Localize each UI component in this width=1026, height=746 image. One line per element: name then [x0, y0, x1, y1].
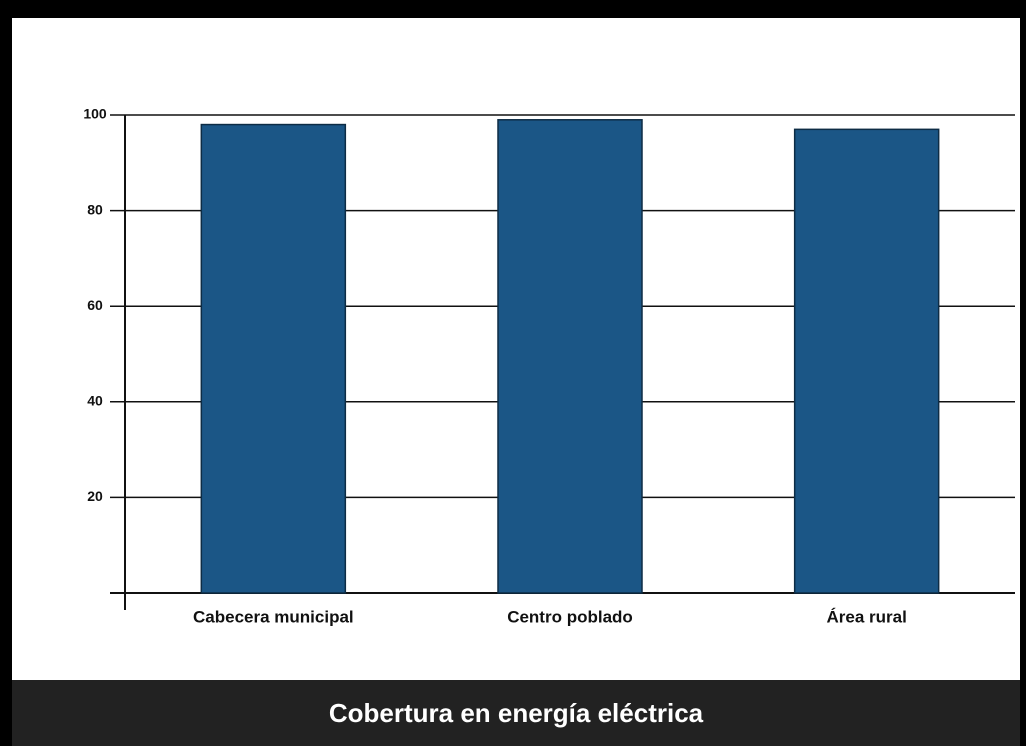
bar: [200, 123, 347, 594]
y-tick-label: 80: [87, 201, 103, 217]
y-tick-label: 20: [87, 488, 103, 504]
x-tick-label: Área rural: [827, 607, 907, 626]
chart-title: Cobertura en energía eléctrica: [329, 698, 704, 728]
x-tick-label: Cabecera municipal: [193, 607, 354, 626]
y-tick-label: 60: [87, 297, 103, 313]
y-tick-label: 100: [83, 106, 107, 122]
title-band: [12, 680, 1020, 746]
bar: [793, 128, 940, 594]
x-tick-label: Centro poblado: [507, 607, 633, 626]
bar: [497, 119, 643, 594]
y-tick-label: 40: [87, 393, 103, 409]
